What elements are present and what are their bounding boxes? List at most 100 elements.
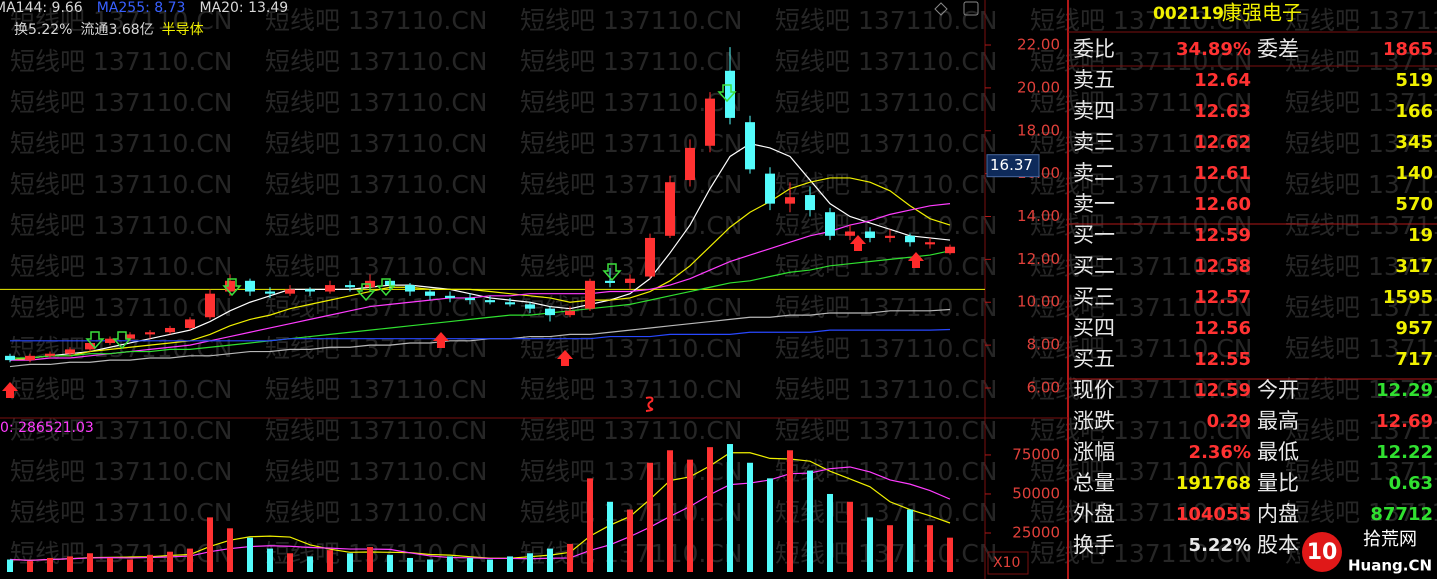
volume-bar	[527, 553, 533, 572]
quote-value: 87712	[1370, 504, 1433, 525]
quote-label: 涨跌	[1073, 409, 1115, 433]
candle-body	[525, 304, 535, 309]
quote-value: 34.89%	[1176, 39, 1251, 60]
watermark: 短线吧 137110.CN	[10, 293, 233, 322]
unit-box	[987, 551, 1029, 575]
watermark: 短线吧 137110.CN	[10, 88, 233, 117]
y-tick-label: 22.00	[1017, 36, 1060, 54]
watermark: 短线吧 137110.CN	[520, 6, 743, 35]
watermark: 短线吧 137110.CN	[1285, 334, 1437, 363]
volume-bar	[827, 493, 833, 572]
watermark: 短线吧 137110.CN	[1285, 211, 1437, 240]
icon-diamond[interactable]	[934, 2, 948, 16]
watermark: 短线吧 137110.CN	[10, 47, 233, 76]
quote-label: 最低	[1257, 440, 1299, 464]
candle-body	[845, 231, 855, 236]
watermark: 短线吧 137110.CN	[10, 211, 233, 240]
quote-value: 104055	[1176, 504, 1251, 525]
volume-bar	[347, 553, 353, 572]
watermark: 短线吧 137110.CN	[265, 498, 488, 527]
volume-title: 0: 286521.03	[0, 420, 94, 436]
y-tick-label: 50000	[1012, 484, 1060, 502]
volume-bar	[107, 557, 113, 572]
watermark: 短线吧 137110.CN	[265, 6, 488, 35]
candle-body	[825, 212, 835, 236]
volume-bar	[47, 557, 53, 572]
indicator-value: MA20: 13.49	[199, 0, 288, 16]
candle-body	[625, 278, 635, 283]
quote-label: 换手	[1073, 533, 1115, 557]
watermark: 短线吧 137110.CN	[10, 457, 233, 486]
volume-bar	[927, 525, 933, 572]
volume-bar	[447, 556, 453, 572]
volume-bar	[727, 444, 733, 572]
quote-value: 12.57	[1194, 287, 1251, 308]
watermark: 短线吧 137110.CN	[265, 375, 488, 404]
volume-bar	[307, 556, 313, 572]
quote-value: 12.61	[1194, 163, 1251, 184]
logo: 10 拾荒网 Huang.CN	[1300, 525, 1437, 579]
volume-bar	[147, 554, 153, 572]
volume-bar	[67, 556, 73, 572]
candle-body	[665, 182, 675, 236]
watermark: 短线吧 137110.CN	[775, 252, 998, 281]
watermark: 短线吧 137110.CN	[1285, 47, 1437, 76]
quote-label: 买一	[1073, 223, 1115, 247]
watermark: 短线吧 137110.CN	[10, 6, 233, 35]
volume-bar	[907, 509, 913, 572]
volume-bar	[747, 462, 753, 572]
quote-value: 12.55	[1194, 349, 1251, 370]
quote-value: 12.60	[1194, 194, 1251, 215]
watermark: 短线吧 137110.CN	[775, 375, 998, 404]
y-tick-label: 14.00	[1017, 207, 1060, 225]
watermark: 短线吧 137110.CN	[265, 170, 488, 199]
volume-bar	[947, 537, 953, 572]
volume-bar	[707, 447, 713, 572]
candle-body	[785, 197, 795, 204]
quote-label: 今开	[1257, 378, 1299, 402]
watermark: 短线吧 137110.CN	[10, 375, 233, 404]
volume-bar	[807, 470, 813, 572]
quote-value: 1595	[1383, 287, 1433, 308]
volume-bar	[547, 548, 553, 572]
candle-body	[45, 353, 55, 356]
watermark: 短线吧 137110.CN	[775, 334, 998, 363]
watermark: 短线吧 137110.CN	[1285, 252, 1437, 281]
stock-info: 半导体	[162, 22, 204, 38]
cursor-price: 16.37	[990, 156, 1033, 174]
ma-line	[10, 203, 951, 361]
candle-body	[925, 242, 935, 245]
volume-bar	[787, 450, 793, 572]
volume-bar	[887, 525, 893, 572]
candle-body	[225, 280, 235, 292]
candle-body	[25, 355, 35, 361]
volume-bar	[647, 462, 653, 572]
candle-body	[105, 338, 115, 343]
stock-info: 换5.22%	[14, 21, 72, 38]
watermark: 短线吧 137110.CN	[265, 88, 488, 117]
watermark: 短线吧 137110.CN	[265, 47, 488, 76]
quote-value: 717	[1395, 349, 1433, 370]
watermark: 短线吧 137110.CN	[775, 88, 998, 117]
quote-label: 卖三	[1073, 130, 1115, 154]
watermark: 短线吧 137110.CN	[1285, 293, 1437, 322]
volume-bar	[287, 553, 293, 572]
icon-window[interactable]	[963, 1, 979, 16]
quote-value: 1865	[1383, 39, 1433, 60]
quote-label: 外盘	[1073, 502, 1115, 526]
watermark: 短线吧 137110.CN	[265, 211, 488, 240]
quote-label: 股本	[1257, 533, 1299, 557]
quote-value: 12.22	[1376, 442, 1433, 463]
candle-body	[125, 334, 135, 339]
stock-name: 康强电子	[1222, 1, 1302, 25]
volume-bar	[167, 551, 173, 572]
stock-code: 002119	[1153, 4, 1224, 24]
candle-body	[425, 291, 435, 296]
quote-value: 12.29	[1376, 380, 1433, 401]
candle-body	[545, 308, 555, 316]
quote-value: 570	[1395, 194, 1433, 215]
watermark: 短线吧 137110.CN	[10, 252, 233, 281]
watermark: 短线吧 137110.CN	[1285, 129, 1437, 158]
volume-bar	[247, 537, 253, 572]
